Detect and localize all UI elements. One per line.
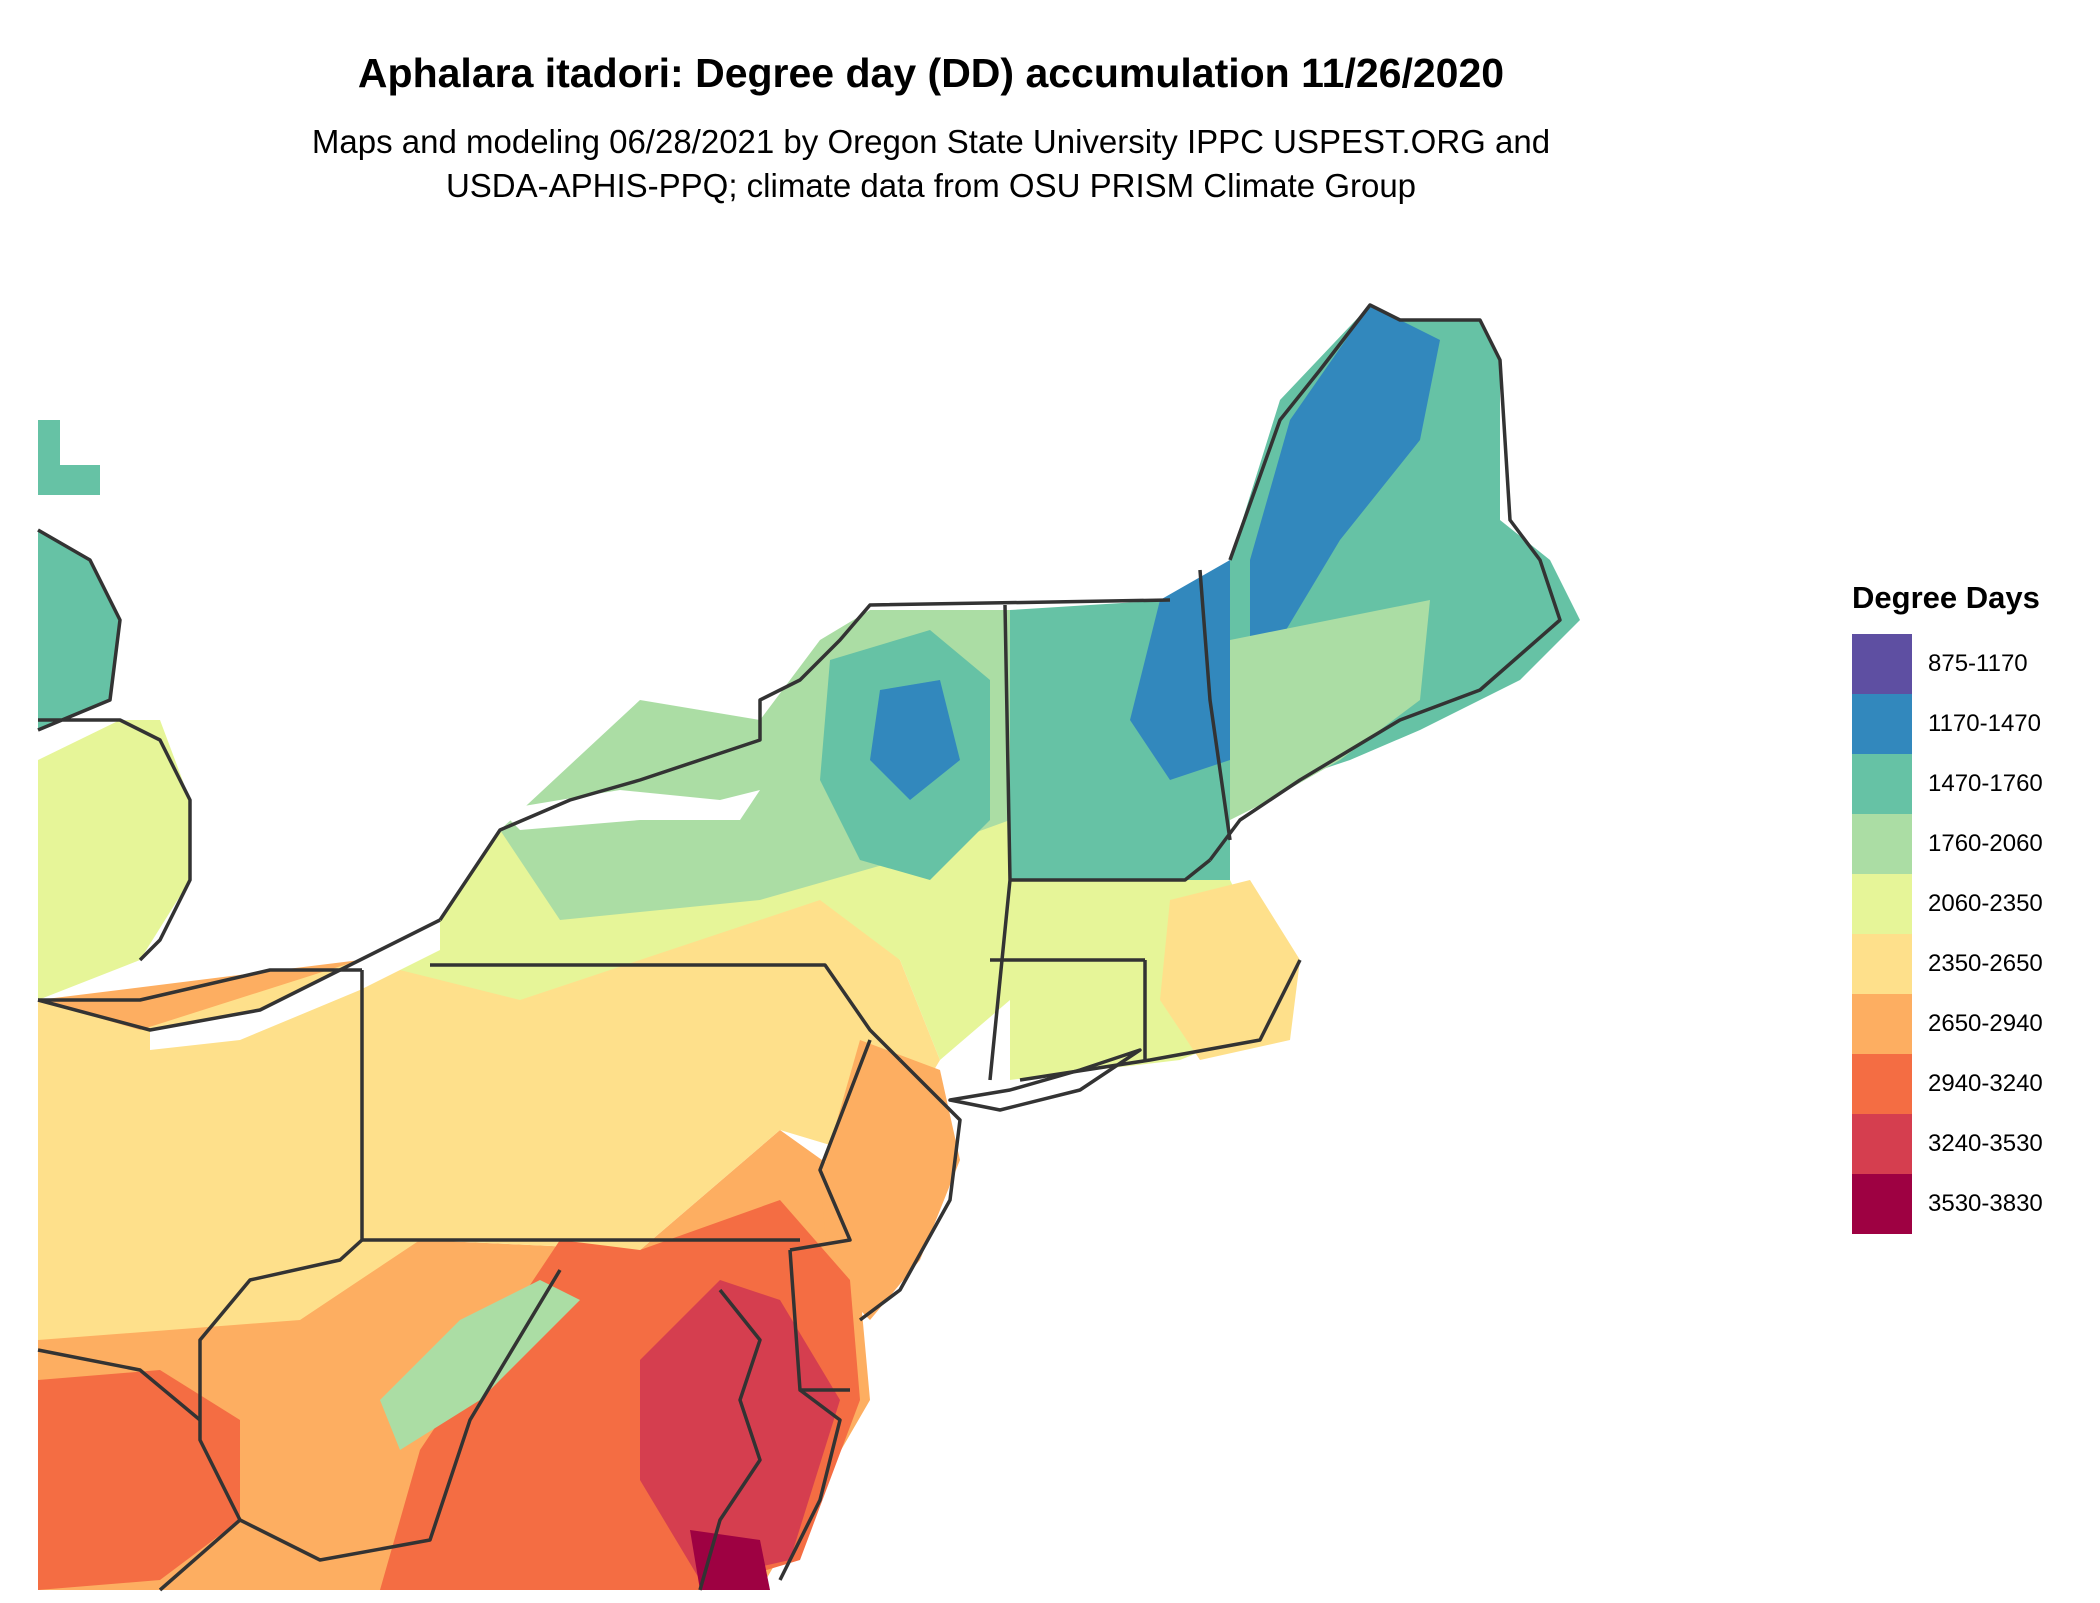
legend-swatch bbox=[1852, 1174, 1912, 1234]
legend-label: 2650-2940 bbox=[1928, 1010, 2043, 1037]
boundary-ny-pa bbox=[430, 963, 902, 1062]
legend-swatch bbox=[1852, 934, 1912, 994]
region-mass-coast bbox=[1160, 880, 1300, 1060]
region-maine-north bbox=[1250, 305, 1440, 640]
legend-row: 3240-3530 bbox=[1852, 1114, 2043, 1174]
state-boundaries bbox=[37, 303, 1562, 1592]
legend-swatch bbox=[1852, 814, 1912, 874]
legend-swatch bbox=[1852, 994, 1912, 1054]
degree-day-map bbox=[37, 303, 1580, 1592]
subtitle-line-2: USDA-APHIS-PPQ; climate data from OSU PR… bbox=[445, 167, 1417, 204]
region-kentucky bbox=[38, 1370, 240, 1590]
legend-row: 1760-2060 bbox=[1852, 814, 2043, 874]
region-adirondack-core bbox=[870, 680, 960, 800]
boundary-ohio-pa bbox=[38, 968, 362, 1002]
boundary-nj-pa bbox=[789, 1039, 872, 1252]
boundary-vt-nh bbox=[1010, 858, 1212, 882]
legend-label: 1170-1470 bbox=[1928, 710, 2041, 737]
legend-label: 3240-3530 bbox=[1928, 1130, 2043, 1157]
legend-label: 3530-3830 bbox=[1928, 1190, 2043, 1217]
map-subtitle: Maps and modeling 06/28/2021 by Oregon S… bbox=[0, 120, 1862, 208]
region-chesapeake-south bbox=[690, 1530, 770, 1590]
boundary-ky bbox=[37, 1348, 202, 1422]
boundary-nh-me bbox=[1198, 569, 1232, 841]
legend-row: 875-1170 bbox=[1852, 634, 2043, 694]
subtitle-line-1: Maps and modeling 06/28/2021 by Oregon S… bbox=[311, 123, 1551, 160]
legend-label: 1760-2060 bbox=[1928, 830, 2043, 857]
boundary-va-nc bbox=[158, 1518, 242, 1592]
legend-row: 2650-2940 bbox=[1852, 994, 2043, 1054]
region-maine-coast bbox=[1230, 600, 1430, 820]
legend-label: 2940-3240 bbox=[1928, 1070, 2043, 1097]
legend-swatch bbox=[1852, 634, 1912, 694]
boundary-va bbox=[239, 1269, 562, 1562]
region-chesapeake bbox=[640, 1280, 840, 1580]
legend-swatch bbox=[1852, 1114, 1912, 1174]
region-nj bbox=[820, 1040, 960, 1320]
region-upper-peninsula bbox=[38, 420, 100, 495]
legend-row: 2940-3240 bbox=[1852, 1054, 2043, 1114]
boundary-wv bbox=[198, 1238, 364, 1521]
coastline-michigan bbox=[37, 528, 192, 962]
coastline-great-lakes bbox=[37, 598, 1171, 1032]
legend-swatch bbox=[1852, 1054, 1912, 1114]
region-ohio-pa bbox=[38, 880, 940, 1340]
legend-label: 2060-2350 bbox=[1928, 890, 2043, 917]
legend-label: 1470-1760 bbox=[1928, 770, 2043, 797]
legend-row: 1170-1470 bbox=[1852, 694, 2043, 754]
legend-label: 2350-2650 bbox=[1928, 950, 2043, 977]
legend-row: 2060-2350 bbox=[1852, 874, 2043, 934]
region-michigan bbox=[38, 720, 190, 1000]
legend-row: 3530-3830 bbox=[1852, 1174, 2043, 1234]
legend-title: Degree Days bbox=[1852, 580, 2040, 615]
delmarva-coast bbox=[698, 1288, 842, 1591]
legend-row: 2350-2650 bbox=[1852, 934, 2043, 994]
legend-swatch bbox=[1852, 754, 1912, 814]
legend-swatch bbox=[1852, 874, 1912, 934]
legend-row: 1470-1760 bbox=[1852, 754, 2043, 814]
legend-swatch bbox=[1852, 694, 1912, 754]
legend-label: 875-1170 bbox=[1928, 650, 2028, 677]
long-island bbox=[948, 1048, 1142, 1112]
lake-ontario bbox=[500, 790, 760, 830]
map-title: Aphalara itadori: Degree day (DD) accumu… bbox=[357, 50, 1505, 96]
legend: Degree Days 875-1170 1170-1470 1470-1760… bbox=[1852, 580, 2043, 1234]
